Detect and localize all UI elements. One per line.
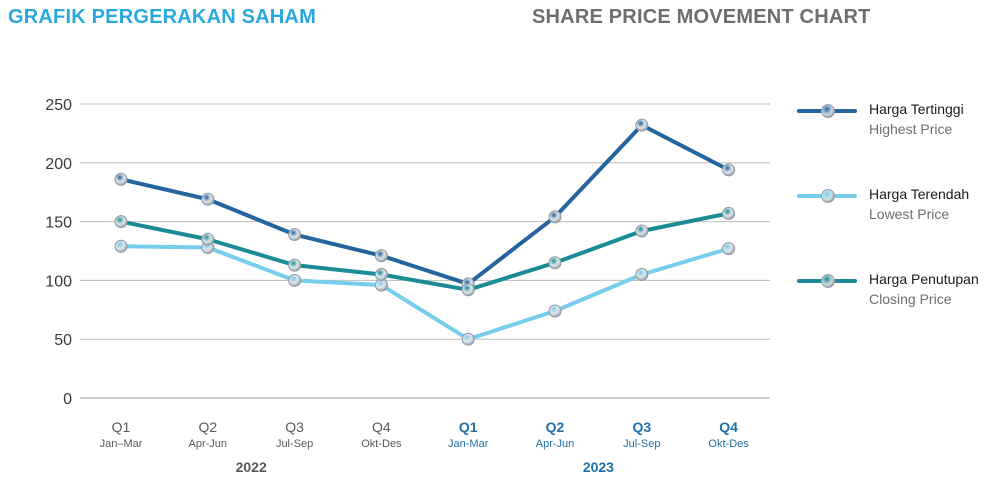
data-point — [201, 192, 215, 206]
data-point — [288, 228, 302, 242]
data-point — [288, 273, 302, 287]
legend-item: Harga Tertinggi Highest Price — [795, 95, 995, 139]
legend-marker-icon — [821, 274, 835, 288]
y-tick-label: 150 — [45, 215, 72, 232]
legend-marker-icon — [821, 189, 835, 203]
x-tick-quarter: Q1 — [459, 419, 478, 435]
data-point — [722, 163, 736, 177]
data-point — [548, 304, 562, 318]
data-point — [548, 256, 562, 270]
data-point — [635, 224, 649, 238]
series-line-harga-terendah — [119, 244, 731, 342]
y-tick-label: 0 — [63, 391, 72, 408]
legend-label: Harga Terendah — [869, 186, 970, 202]
legend-item: Harga Penutupan Closing Price — [795, 265, 995, 309]
x-tick-months: Apr-Jun — [536, 438, 575, 450]
x-tick-months: Apr-Jun — [189, 438, 228, 450]
legend-marker-icon — [821, 104, 835, 118]
chart-title-english: SHARE PRICE MOVEMENT CHART — [532, 6, 871, 28]
data-point — [114, 215, 128, 229]
data-point — [461, 283, 475, 297]
x-tick-quarter: Q2 — [198, 419, 217, 435]
series-line-harga-tertinggi — [119, 123, 731, 286]
data-point — [548, 210, 562, 224]
data-point — [635, 118, 649, 132]
x-tick-months: Jan-Mar — [448, 438, 489, 450]
x-tick-quarter: Q3 — [632, 419, 651, 435]
x-tick-quarter: Q4 — [372, 419, 391, 435]
x-tick-quarter: Q4 — [719, 419, 738, 435]
x-tick-months: Jul-Sep — [276, 438, 313, 450]
data-point — [374, 268, 388, 282]
data-point — [201, 232, 215, 246]
data-point — [288, 258, 302, 272]
data-point — [461, 332, 475, 346]
data-point — [722, 206, 736, 220]
x-tick-quarter: Q1 — [112, 419, 131, 435]
x-tick-months: Jan–Mar — [100, 438, 143, 450]
legend-item: Harga Terendah Lowest Price — [795, 180, 995, 224]
year-group-label: 2022 — [236, 459, 267, 475]
year-group-label: 2023 — [583, 459, 614, 475]
data-point — [374, 249, 388, 263]
x-tick-quarter: Q2 — [546, 419, 565, 435]
y-tick-label: 50 — [54, 332, 72, 349]
chart-title-indonesian: GRAFIK PERGERAKAN SAHAM — [8, 6, 316, 28]
x-tick-months: Jul-Sep — [623, 438, 660, 450]
data-point — [114, 172, 128, 186]
legend-sublabel: Closing Price — [869, 291, 952, 307]
x-tick-months: Okt-Des — [708, 438, 749, 450]
y-tick-label: 250 — [45, 97, 72, 114]
legend-sublabel: Highest Price — [869, 121, 953, 137]
legend-label: Harga Tertinggi — [869, 101, 964, 117]
y-tick-label: 200 — [45, 156, 72, 173]
data-point — [114, 239, 128, 253]
series-line-harga-penutupan — [119, 211, 731, 292]
data-point — [722, 242, 736, 256]
x-tick-months: Okt-Des — [361, 438, 402, 450]
y-tick-label: 100 — [45, 273, 72, 290]
legend-sublabel: Lowest Price — [869, 206, 950, 222]
x-tick-quarter: Q3 — [285, 419, 304, 435]
data-point — [635, 268, 649, 282]
legend-label: Harga Penutupan — [869, 271, 979, 287]
